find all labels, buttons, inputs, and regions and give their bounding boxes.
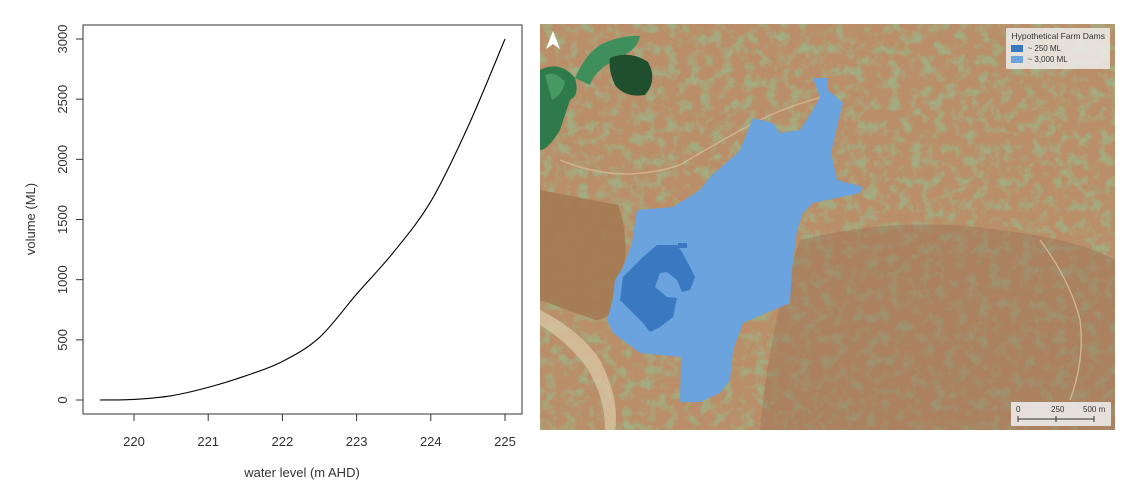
legend-item-3000ml: ~ 3,000 ML	[1011, 54, 1105, 65]
y-tick-label: 500	[55, 329, 70, 351]
north-arrow-icon	[545, 30, 561, 55]
y-tick-label: 3000	[55, 25, 70, 54]
dense-vegetation	[609, 54, 653, 96]
satellite-map: Hypothetical Farm Dams ~ 250 ML ~ 3,000 …	[540, 24, 1115, 430]
legend-label: ~ 250 ML	[1027, 44, 1062, 53]
dam-250ml-extent	[620, 245, 695, 332]
chart-canvas: 220 221 222 223 224 225 0 500 1000 1500 2000 2500 30…	[23, 24, 523, 480]
legend-swatch-icon	[1011, 56, 1024, 63]
ploughed-field	[540, 190, 626, 320]
creek-bed	[540, 310, 616, 430]
dirt-track	[559, 94, 831, 175]
x-tick-label: 225	[494, 434, 516, 449]
reddish-terrain	[760, 224, 1115, 430]
legend-label: ~ 3,000 ML	[1027, 55, 1068, 64]
dam-3000ml-extent	[607, 78, 863, 402]
dam-250ml-fragment	[678, 243, 687, 248]
dirt-track-2	[1039, 239, 1082, 401]
scale-label-500: 500 m	[1083, 405, 1106, 414]
legend-item-250ml: ~ 250 ML	[1011, 43, 1105, 54]
plot-frame	[82, 24, 523, 415]
y-tick-label: 2500	[55, 85, 70, 114]
waterhole-highlight	[545, 73, 565, 100]
x-tick-label: 221	[197, 434, 219, 449]
green-channel	[575, 35, 640, 85]
x-axis-label: water level (m AHD)	[243, 465, 360, 480]
x-tick-label: 224	[420, 434, 442, 449]
y-tick-label: 2000	[55, 145, 70, 174]
scale-label-250: 250	[1051, 405, 1065, 414]
scale-bar: 0 250 500 m	[1011, 402, 1111, 426]
y-axis-label: volume (ML)	[23, 183, 38, 255]
y-tick-label: 0	[55, 396, 70, 403]
scale-line	[1017, 416, 1095, 422]
y-tick-label: 1000	[55, 265, 70, 294]
legend-title: Hypothetical Farm Dams	[1011, 31, 1105, 41]
storage-curve-line	[99, 38, 506, 401]
x-tick-label: 222	[272, 434, 294, 449]
scale-label-0: 0	[1016, 405, 1021, 414]
y-tick-label: 1500	[55, 205, 70, 234]
legend-swatch-icon	[1011, 45, 1024, 52]
x-tick-label: 220	[123, 434, 145, 449]
map-canvas	[540, 24, 1115, 430]
map-legend: Hypothetical Farm Dams ~ 250 ML ~ 3,000 …	[1006, 28, 1110, 69]
storage-curve-chart: 220 221 222 223 224 225 0 500 1000 1500 2000 2500 30…	[0, 0, 535, 496]
x-tick-label: 223	[346, 434, 368, 449]
